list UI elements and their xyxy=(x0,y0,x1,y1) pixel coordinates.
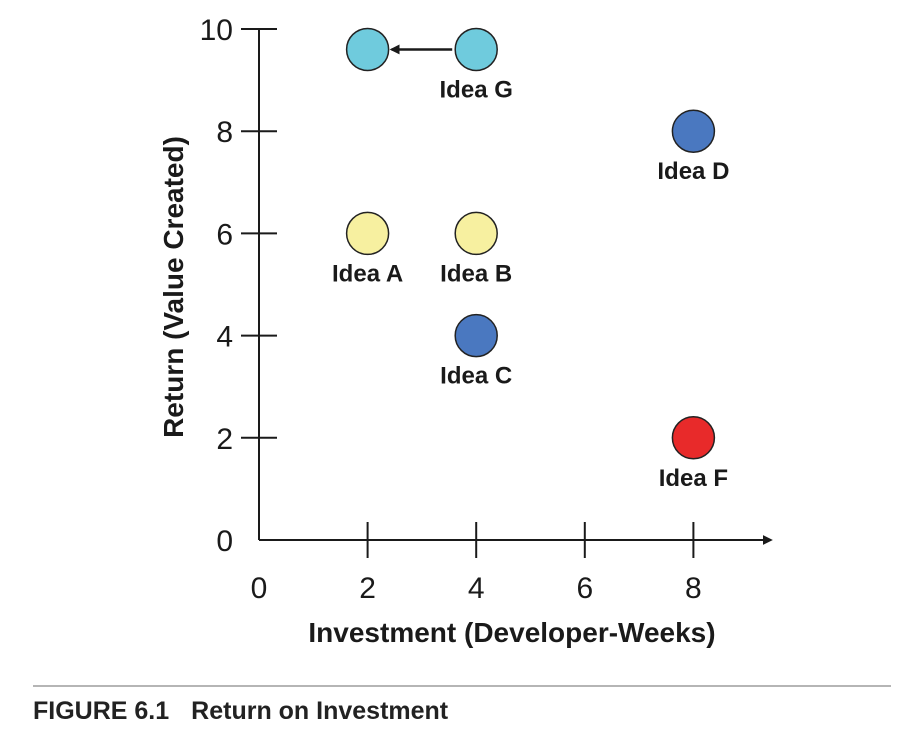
x-axis-title: Investment (Developer-Weeks) xyxy=(308,617,715,648)
x-tick-label: 8 xyxy=(685,572,702,605)
tick-marks: 0 2 4 6 8 10 0 2 4 6 8 xyxy=(200,14,702,605)
point-label: Idea F xyxy=(659,465,728,492)
data-point xyxy=(671,416,716,460)
x-tick-label: 4 xyxy=(468,572,485,605)
point-label: Idea D xyxy=(657,158,729,185)
point-label: Idea C xyxy=(440,363,512,390)
point-label: Idea G xyxy=(440,76,513,103)
figure-number: FIGURE 6.1 xyxy=(33,697,170,725)
x-tick-label: 0 xyxy=(251,572,268,605)
y-tick-label: 2 xyxy=(216,423,233,456)
data-point xyxy=(345,211,390,256)
y-tick-label: 6 xyxy=(216,218,233,251)
data-point xyxy=(345,27,390,72)
data-point xyxy=(454,27,498,72)
axes xyxy=(258,29,773,545)
y-axis-title: Return (Value Created) xyxy=(158,136,189,438)
data-point xyxy=(454,313,498,358)
point-label: Idea B xyxy=(440,260,512,287)
figure-title: Return on Investment xyxy=(191,697,449,725)
x-tick-label: 2 xyxy=(359,572,376,605)
y-tick-label: 8 xyxy=(216,116,233,149)
caption-divider xyxy=(33,685,891,687)
data-point xyxy=(671,109,716,153)
figure-caption: FIGURE 6.1 Return on Investment xyxy=(33,697,448,726)
y-tick-label: 4 xyxy=(216,321,233,354)
y-tick-label: 0 xyxy=(216,525,233,558)
data-points: Idea A Idea B Idea C Idea D Idea F Idea G xyxy=(332,27,729,492)
x-tick-label: 6 xyxy=(576,572,593,605)
y-tick-label: 10 xyxy=(200,14,233,47)
data-point xyxy=(454,211,498,256)
point-label: Idea A xyxy=(332,260,403,287)
